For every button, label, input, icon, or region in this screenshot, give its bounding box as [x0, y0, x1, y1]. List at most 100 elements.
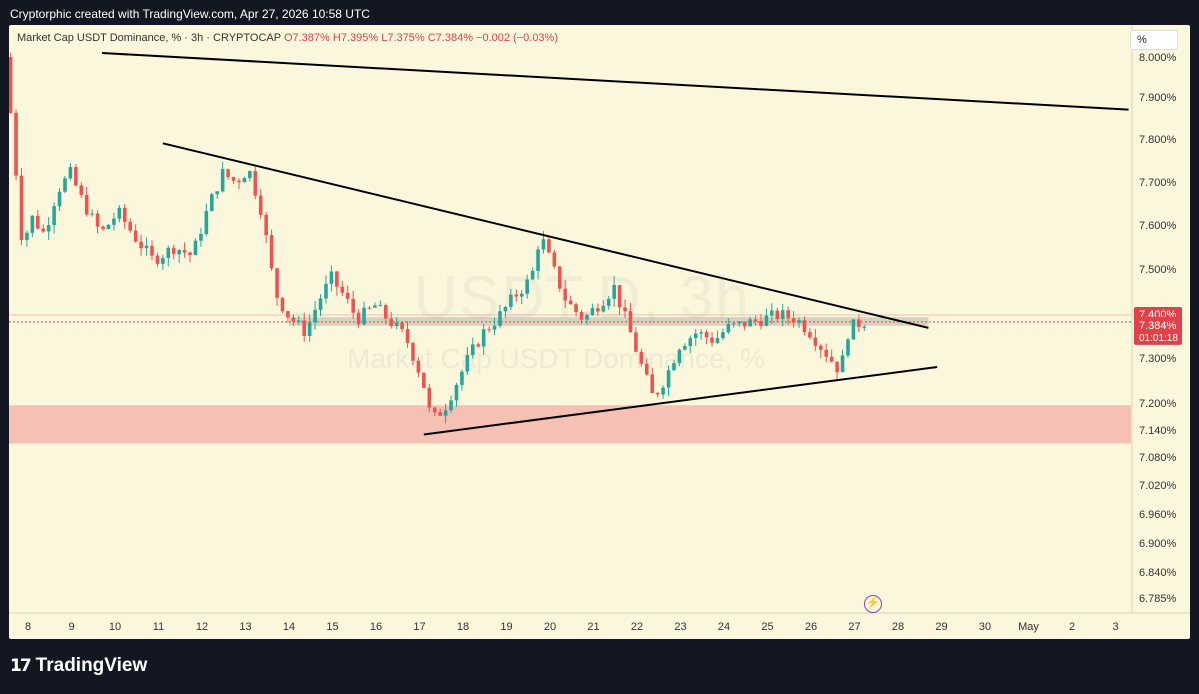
candle-body: [204, 211, 209, 234]
candle-body: [617, 285, 622, 308]
candle-body: [737, 321, 742, 324]
axis-unit-button[interactable]: %: [1130, 30, 1178, 50]
candle-body: [824, 349, 829, 357]
candle-body: [19, 175, 24, 240]
candle-body: [248, 171, 252, 179]
candle-body: [405, 329, 410, 343]
x-tick-label: 29: [935, 621, 947, 633]
x-tick-label: 11: [153, 621, 164, 633]
candle-body: [655, 393, 660, 395]
candle-body: [166, 247, 171, 259]
y-tick-label: 7.020%: [1139, 480, 1177, 492]
candle-body: [362, 307, 366, 325]
tradingview-logo-icon: 𝟭𝟳: [10, 656, 32, 675]
candle-body: [715, 338, 720, 343]
candle-body: [345, 292, 350, 299]
candle-body: [220, 169, 225, 192]
candle-body: [509, 294, 513, 307]
candle-body: [634, 332, 638, 352]
candle-body: [568, 300, 573, 305]
legend-change: −0.002 (−0.03%): [476, 32, 558, 44]
candle-body: [253, 171, 258, 196]
candle-body: [770, 310, 774, 316]
y-tick-label: 7.700%: [1139, 177, 1177, 189]
legend-close: C7.384%: [427, 32, 473, 44]
candle-body: [432, 407, 437, 413]
price-chart[interactable]: 8.000%7.900%7.800%7.700%7.600%7.500%7.40…: [9, 25, 1190, 639]
candle-body: [862, 326, 867, 328]
candle-body: [470, 344, 475, 356]
candle-body: [79, 185, 84, 195]
candle-body: [367, 307, 372, 309]
candle-body: [443, 410, 448, 416]
candle-body: [68, 167, 73, 179]
candle-body: [791, 318, 796, 323]
x-tick-label: 3: [1112, 621, 1118, 633]
candle-body: [449, 400, 453, 411]
candle-body: [557, 266, 562, 289]
watermark-name: Market Cap USDT Dominance, %: [347, 343, 766, 374]
candle-body: [264, 214, 268, 236]
candle-body: [242, 178, 247, 183]
x-tick-label: 14: [283, 621, 295, 633]
candle-body: [291, 317, 296, 322]
candle-body: [829, 356, 834, 362]
candle-body: [683, 346, 687, 350]
series-legend[interactable]: Market Cap USDT Dominance, % · 3h · CRYP…: [17, 32, 558, 44]
candle-body: [666, 370, 671, 388]
bolt-icon[interactable]: ⚡: [864, 595, 882, 613]
candle-body: [318, 298, 323, 310]
candle-body: [199, 233, 203, 241]
chart-caption: Cryptorphic created with TradingView.com…: [10, 7, 370, 21]
candle-body: [351, 298, 355, 313]
current-price-badge: [1134, 316, 1182, 345]
support-zone: [9, 405, 1131, 444]
candle-body: [802, 320, 807, 333]
candle-body: [14, 112, 18, 176]
candle-body: [775, 310, 780, 320]
candle-body: [313, 309, 317, 323]
candle-body: [144, 245, 149, 249]
candle-body: [193, 240, 198, 256]
candle-body: [563, 288, 568, 301]
candle-body: [748, 319, 752, 327]
candle-body: [411, 342, 415, 361]
candle-body: [394, 322, 399, 326]
tradingview-logo: 𝟭𝟳 TradingView: [10, 655, 147, 677]
candle-body: [813, 337, 818, 346]
candle-body: [672, 363, 676, 371]
candle-body: [454, 384, 459, 401]
candle-body: [74, 167, 78, 186]
candle-body: [759, 320, 763, 326]
candle-body: [182, 249, 187, 253]
candle-body: [552, 252, 557, 267]
candle-body: [171, 247, 176, 255]
chart-area[interactable]: 8.000%7.900%7.800%7.700%7.600%7.500%7.40…: [9, 25, 1190, 639]
y-tick-label: 7.800%: [1139, 134, 1177, 146]
y-tick-label: 7.140%: [1139, 425, 1177, 437]
candle-body: [438, 412, 442, 416]
candle-body: [612, 285, 616, 299]
x-tick-label: 30: [979, 621, 991, 633]
tradingview-wordmark: TradingView: [35, 655, 148, 676]
y-tick-label: 6.840%: [1139, 567, 1177, 579]
y-tick-label: 6.900%: [1139, 538, 1177, 550]
candle-body: [786, 310, 790, 319]
y-tick-label: 7.600%: [1139, 220, 1177, 232]
y-tick-label: 6.960%: [1139, 509, 1177, 521]
candle-body: [383, 305, 388, 319]
candle-body: [677, 349, 682, 364]
x-tick-label: 22: [631, 621, 643, 633]
candle-body: [579, 312, 584, 320]
candle-body: [231, 177, 236, 181]
x-tick-label: 16: [370, 621, 382, 633]
candle-body: [84, 194, 89, 215]
x-tick-label: 23: [674, 621, 686, 633]
candle-body: [541, 239, 546, 250]
candle-body: [710, 337, 714, 343]
x-tick-label: 27: [848, 621, 860, 633]
candle-body: [851, 319, 856, 340]
candle-body: [389, 318, 394, 326]
candle-body: [106, 224, 111, 230]
candle-body: [585, 315, 589, 320]
